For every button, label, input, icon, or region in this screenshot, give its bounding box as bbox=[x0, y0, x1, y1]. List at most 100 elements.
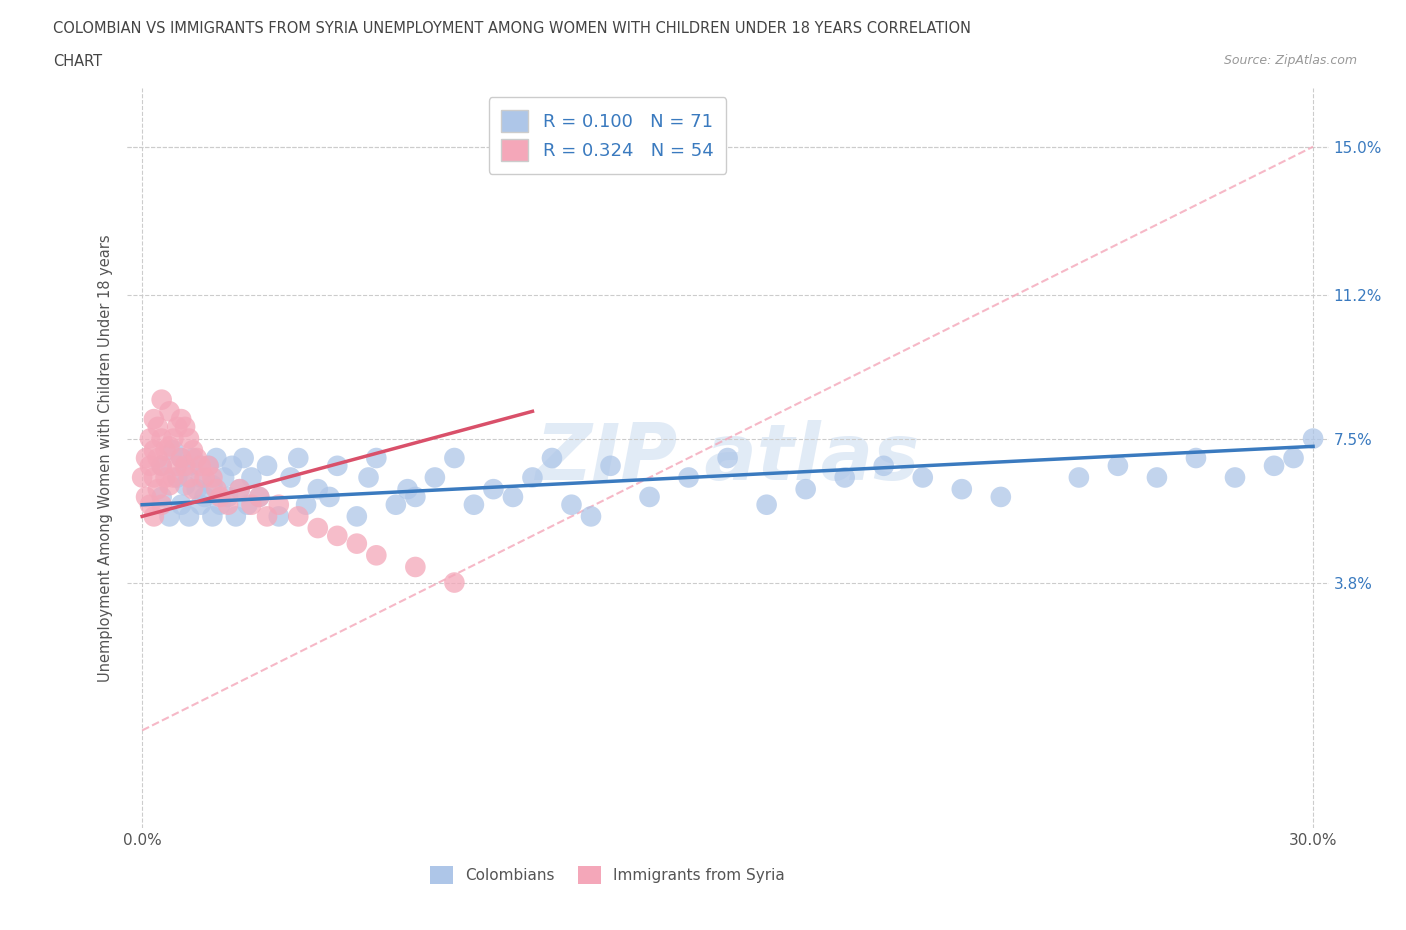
Point bbox=[166, 470, 188, 485]
Point bbox=[307, 482, 329, 497]
Text: ZIP atlas: ZIP atlas bbox=[536, 420, 920, 496]
Point bbox=[150, 432, 173, 446]
Point bbox=[1223, 470, 1246, 485]
Point bbox=[1185, 450, 1208, 465]
Point bbox=[287, 450, 309, 465]
Point bbox=[139, 432, 162, 446]
Point bbox=[638, 489, 661, 504]
Point bbox=[541, 450, 564, 465]
Point bbox=[522, 470, 544, 485]
Point bbox=[181, 482, 204, 497]
Point bbox=[146, 482, 169, 497]
Point bbox=[1282, 450, 1305, 465]
Point bbox=[177, 470, 200, 485]
Point bbox=[186, 450, 208, 465]
Point bbox=[197, 458, 219, 473]
Point bbox=[150, 489, 173, 504]
Point bbox=[194, 489, 217, 504]
Point bbox=[225, 509, 247, 524]
Point bbox=[155, 470, 177, 485]
Point bbox=[201, 478, 224, 493]
Point bbox=[205, 482, 228, 497]
Point bbox=[177, 509, 200, 524]
Point bbox=[423, 470, 446, 485]
Point bbox=[217, 489, 239, 504]
Point bbox=[990, 489, 1012, 504]
Point bbox=[502, 489, 524, 504]
Point bbox=[579, 509, 602, 524]
Point bbox=[166, 458, 188, 473]
Point bbox=[197, 458, 219, 473]
Point bbox=[190, 470, 212, 485]
Point bbox=[240, 498, 263, 512]
Point bbox=[209, 489, 232, 504]
Point bbox=[1067, 470, 1090, 485]
Point bbox=[190, 498, 212, 512]
Point bbox=[834, 470, 856, 485]
Point bbox=[170, 450, 193, 465]
Point bbox=[247, 489, 270, 504]
Point bbox=[326, 528, 349, 543]
Point bbox=[150, 458, 173, 473]
Point bbox=[162, 432, 184, 446]
Point bbox=[1107, 458, 1129, 473]
Text: COLOMBIAN VS IMMIGRANTS FROM SYRIA UNEMPLOYMENT AMONG WOMEN WITH CHILDREN UNDER : COLOMBIAN VS IMMIGRANTS FROM SYRIA UNEMP… bbox=[53, 21, 972, 36]
Point bbox=[212, 470, 235, 485]
Y-axis label: Unemployment Among Women with Children Under 18 years: Unemployment Among Women with Children U… bbox=[97, 234, 112, 682]
Point bbox=[404, 560, 426, 575]
Point bbox=[240, 470, 263, 485]
Point bbox=[755, 498, 778, 512]
Point bbox=[280, 470, 302, 485]
Point bbox=[385, 498, 408, 512]
Point bbox=[166, 419, 188, 434]
Point bbox=[366, 450, 388, 465]
Point bbox=[162, 470, 184, 485]
Point bbox=[346, 537, 368, 551]
Point bbox=[717, 450, 740, 465]
Point bbox=[201, 470, 224, 485]
Point bbox=[357, 470, 380, 485]
Point bbox=[318, 489, 340, 504]
Point bbox=[678, 470, 700, 485]
Point bbox=[177, 458, 200, 473]
Point bbox=[205, 450, 228, 465]
Point bbox=[307, 521, 329, 536]
Point bbox=[146, 419, 169, 434]
Point bbox=[873, 458, 896, 473]
Point bbox=[159, 404, 181, 418]
Point bbox=[142, 443, 165, 458]
Point bbox=[346, 509, 368, 524]
Point bbox=[217, 498, 239, 512]
Point bbox=[190, 458, 212, 473]
Point bbox=[131, 470, 153, 485]
Point bbox=[170, 498, 193, 512]
Point bbox=[181, 443, 204, 458]
Point bbox=[482, 482, 505, 497]
Point bbox=[174, 458, 197, 473]
Point bbox=[236, 498, 259, 512]
Point bbox=[267, 509, 290, 524]
Point bbox=[256, 509, 278, 524]
Point bbox=[911, 470, 934, 485]
Point bbox=[794, 482, 817, 497]
Point bbox=[287, 509, 309, 524]
Point bbox=[177, 432, 200, 446]
Point bbox=[170, 412, 193, 427]
Point bbox=[150, 458, 173, 473]
Point bbox=[135, 489, 157, 504]
Point bbox=[155, 443, 177, 458]
Point bbox=[1263, 458, 1285, 473]
Point bbox=[950, 482, 973, 497]
Point bbox=[443, 575, 465, 590]
Point bbox=[142, 509, 165, 524]
Point bbox=[142, 412, 165, 427]
Point bbox=[366, 548, 388, 563]
Point bbox=[443, 450, 465, 465]
Point bbox=[174, 478, 197, 493]
Point bbox=[194, 470, 217, 485]
Point bbox=[150, 498, 173, 512]
Point bbox=[229, 482, 252, 497]
Point bbox=[295, 498, 318, 512]
Point bbox=[256, 458, 278, 473]
Point bbox=[159, 509, 181, 524]
